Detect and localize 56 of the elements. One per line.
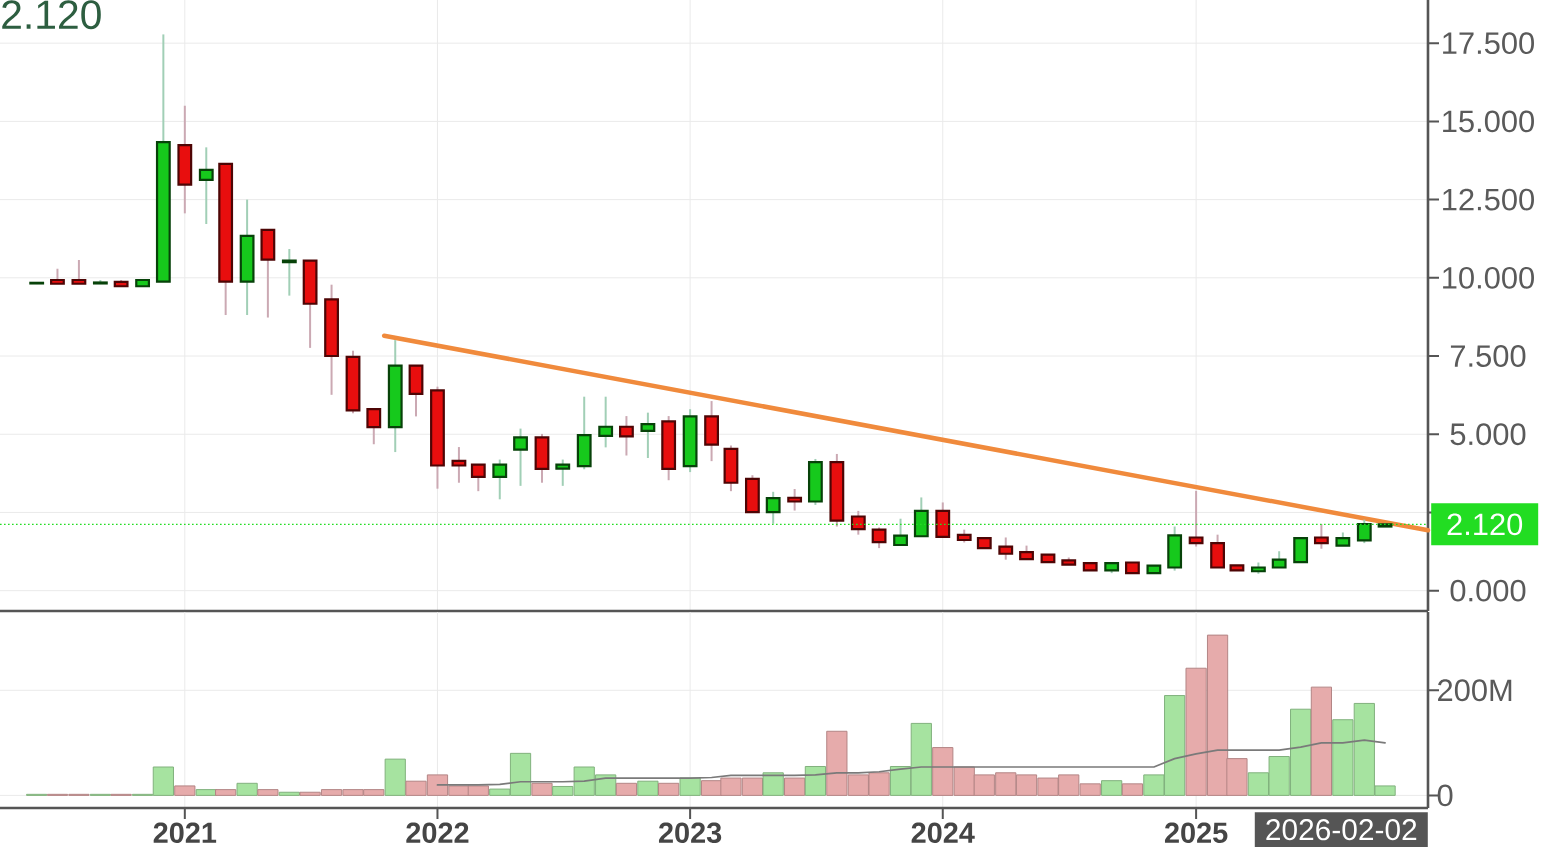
bar [215, 789, 237, 796]
ref-line-label: 2.120 [1447, 513, 1523, 536]
candlestick [640, 411, 656, 460]
bar [762, 772, 784, 796]
y-tick-label: 0 [1437, 784, 1453, 807]
candlestick [1356, 518, 1372, 545]
candlestick [198, 146, 214, 225]
candlestick [71, 258, 87, 285]
x-tick-label: 2025 [1164, 822, 1228, 843]
candlestick [1188, 489, 1204, 548]
y-tick-label: 17.500 [1443, 32, 1534, 55]
text: 2026-02-02 [1266, 819, 1417, 841]
bar [236, 782, 258, 796]
bar [1121, 783, 1144, 796]
candlestick [451, 446, 467, 484]
candlestick [850, 509, 866, 536]
y-tick-label: 0.000 [1450, 579, 1526, 602]
x-tick-label: 2021 [153, 822, 217, 843]
bar [278, 791, 300, 796]
y-tick-label: 7.500 [1450, 345, 1526, 367]
bar [195, 789, 217, 796]
candlestick [470, 463, 486, 493]
candlestick [366, 408, 382, 446]
y-tick-label: 200M [1438, 679, 1512, 702]
bar [257, 789, 279, 796]
candlestick [555, 458, 571, 487]
y-tick-label: 10.000 [1443, 266, 1534, 289]
candlestick [998, 536, 1014, 561]
chart-title: 2.120 [2, 0, 101, 30]
candlestick [598, 395, 614, 449]
candlestick [893, 517, 908, 547]
candlestick [1313, 523, 1329, 550]
bar [531, 782, 553, 796]
candlestick [765, 490, 781, 525]
bar [784, 777, 806, 796]
x-tick-label: 2022 [406, 822, 469, 843]
candlestick [513, 427, 528, 487]
y-tick-label: 15.000 [1443, 110, 1534, 133]
bar [174, 785, 196, 796]
bar [384, 758, 406, 796]
y-tick-label: 12.500 [1443, 188, 1534, 211]
bar [1310, 686, 1333, 796]
candlestick [619, 415, 634, 457]
bar [637, 780, 659, 796]
candlestick [492, 458, 508, 501]
x-tick-label: 2024 [911, 822, 975, 843]
bar [615, 782, 638, 796]
bar [804, 765, 827, 796]
candlestick [787, 487, 803, 512]
candlestick [281, 248, 297, 297]
bar [658, 782, 680, 796]
y-tick-label: 5.000 [1450, 423, 1526, 446]
x-tick-label: 2023 [658, 822, 722, 844]
bar [679, 777, 701, 796]
bar [1101, 780, 1123, 796]
candlestick [871, 526, 887, 550]
